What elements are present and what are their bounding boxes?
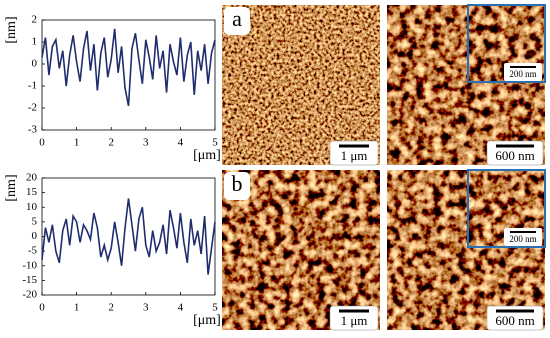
y-tick-label: 5	[32, 215, 38, 227]
x-tick-label: 2	[108, 137, 114, 149]
x-tick-label: 3	[143, 302, 149, 314]
x-tick-label: 5	[212, 302, 218, 314]
panel-label: b	[232, 171, 243, 196]
y-tick-label: -1	[28, 80, 37, 92]
x-tick-label: 0	[39, 137, 45, 149]
inset-frame	[467, 169, 546, 248]
y-tick-label: -5	[28, 245, 38, 257]
afm-image	[387, 170, 545, 330]
profile-line	[41, 28, 216, 106]
y-tick-label: -2	[28, 102, 37, 114]
x-tick-label: 4	[178, 302, 184, 314]
y-tick-label: 2	[32, 14, 38, 26]
afm-image	[387, 5, 545, 165]
scale-label: 600 nm	[495, 148, 534, 163]
x-tick-label: 5	[212, 137, 218, 149]
y-tick-label: 0	[32, 230, 38, 242]
y-tick-label: 1	[32, 36, 38, 48]
inset-scale-label: 200 nm	[509, 69, 536, 79]
inset-frame	[467, 4, 546, 83]
inset-scale-label: 200 nm	[509, 234, 536, 244]
x-axis-label: [μm]	[193, 148, 221, 163]
panel-label-box	[224, 7, 250, 35]
x-tick-label: 2	[108, 302, 114, 314]
x-tick-label: 3	[143, 137, 149, 149]
scale-label: 1 μm	[341, 313, 368, 328]
y-axis-label: [nm]	[4, 174, 19, 201]
y-axis-label: [nm]	[4, 16, 19, 43]
y-tick-label: -15	[22, 274, 37, 286]
profile-line	[41, 198, 216, 275]
x-tick-label: 0	[39, 302, 45, 314]
x-tick-label: 1	[74, 302, 80, 314]
scale-label: 600 nm	[495, 313, 534, 328]
y-tick-label: 10	[26, 201, 38, 213]
y-tick-label: 0	[32, 58, 38, 70]
y-tick-label: -10	[22, 259, 37, 271]
afm-images	[222, 4, 546, 330]
scale-label: 1 μm	[341, 148, 368, 163]
y-tick-label: 15	[26, 186, 38, 198]
x-tick-label: 4	[178, 137, 184, 149]
panel-label: a	[232, 6, 242, 31]
plot-frame	[41, 19, 216, 131]
panel-label-box	[224, 172, 250, 200]
y-tick-label: -20	[22, 289, 37, 301]
x-axis-label: [μm]	[193, 313, 221, 328]
x-tick-label: 1	[74, 137, 80, 149]
y-tick-label: 20	[26, 172, 38, 184]
y-tick-label: -3	[28, 124, 38, 136]
